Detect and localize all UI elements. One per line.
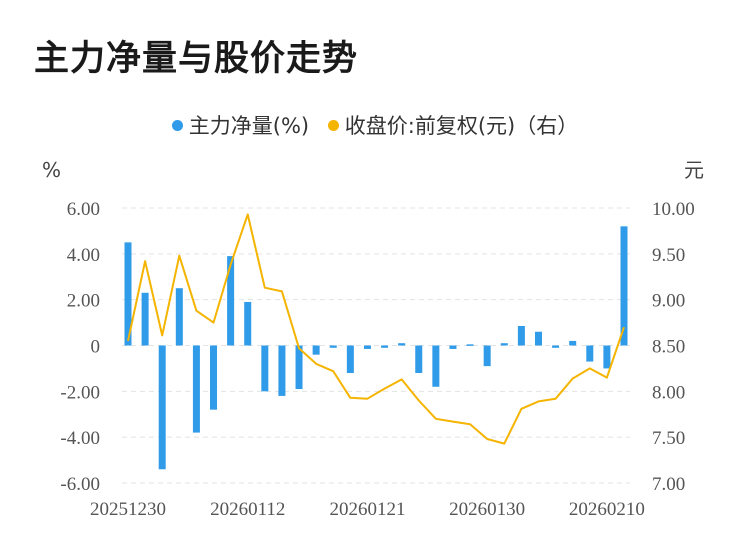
y-left-tick-label: 2.00 <box>67 291 100 312</box>
bar <box>312 345 320 355</box>
bar <box>295 345 303 390</box>
price-line <box>127 213 625 445</box>
x-tick-label: 20260130 <box>449 499 525 520</box>
bar <box>500 343 508 346</box>
bar <box>227 256 235 346</box>
bar <box>534 331 542 346</box>
chart-title: 主力净量与股价走势 <box>34 39 359 79</box>
y-left-tick-label: 0 <box>91 337 101 358</box>
y-left-tick-label: 4.00 <box>67 245 100 266</box>
bar <box>363 345 371 349</box>
bar <box>244 301 252 346</box>
legend-label-close-price: 收盘价:前复权(元)（右） <box>344 114 579 138</box>
legend-dot-close-price <box>327 120 339 131</box>
y-right-tick-label: 10.00 <box>652 199 695 220</box>
legend-label-net-volume: 主力净量(%) <box>188 114 310 138</box>
bar <box>449 345 457 349</box>
y-left-tick-label: -2.00 <box>60 382 100 403</box>
bar <box>158 345 166 470</box>
y-right-tick-label: 7.00 <box>652 474 685 495</box>
bar <box>278 345 286 396</box>
legend: 主力净量(%) 收盘价:前复权(元)（右） <box>0 110 750 140</box>
bar <box>415 345 423 373</box>
y-right-tick-label: 9.00 <box>652 291 685 312</box>
bar <box>569 340 577 346</box>
bar <box>586 345 594 362</box>
y-right-tick-label: 8.00 <box>652 382 685 403</box>
x-tick-label: 20260112 <box>210 499 285 520</box>
y-left-tick-label: 6.00 <box>67 199 100 220</box>
bar <box>381 345 389 348</box>
bar <box>432 345 440 387</box>
y-left-tick-label: -4.00 <box>60 428 100 449</box>
legend-item-net-volume[interactable]: 主力净量(%) <box>171 110 310 140</box>
bar <box>141 292 149 346</box>
bar <box>517 326 525 346</box>
bar <box>552 345 560 348</box>
bar <box>329 345 337 348</box>
bar <box>261 345 269 392</box>
y-right-tick-label: 8.50 <box>652 337 685 358</box>
bar <box>175 288 183 346</box>
y-left-tick-label: -6.00 <box>60 474 100 495</box>
x-tick-label: 20251230 <box>90 499 166 520</box>
bar <box>620 226 628 346</box>
y-right-unit: 元 <box>684 158 704 182</box>
bar <box>192 345 200 433</box>
bar <box>346 345 354 373</box>
bar <box>466 344 474 346</box>
bar <box>603 345 611 369</box>
legend-item-close-price[interactable]: 收盘价:前复权(元)（右） <box>327 110 579 140</box>
bar <box>124 242 132 346</box>
bar <box>210 345 218 410</box>
y-left-unit: % <box>42 158 61 182</box>
bar <box>398 343 406 346</box>
x-tick-label: 20260121 <box>329 499 405 520</box>
y-right-tick-label: 9.50 <box>652 245 685 266</box>
legend-dot-net-volume <box>171 120 183 131</box>
x-tick-label: 20260210 <box>569 499 645 520</box>
bar <box>483 345 491 367</box>
y-right-tick-label: 7.50 <box>652 428 685 449</box>
